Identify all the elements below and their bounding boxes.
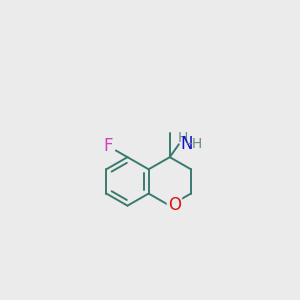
Text: –H: –H <box>186 137 203 151</box>
Text: N: N <box>181 135 193 153</box>
Text: H: H <box>177 131 188 145</box>
Text: F: F <box>104 137 113 155</box>
Text: O: O <box>168 196 181 214</box>
